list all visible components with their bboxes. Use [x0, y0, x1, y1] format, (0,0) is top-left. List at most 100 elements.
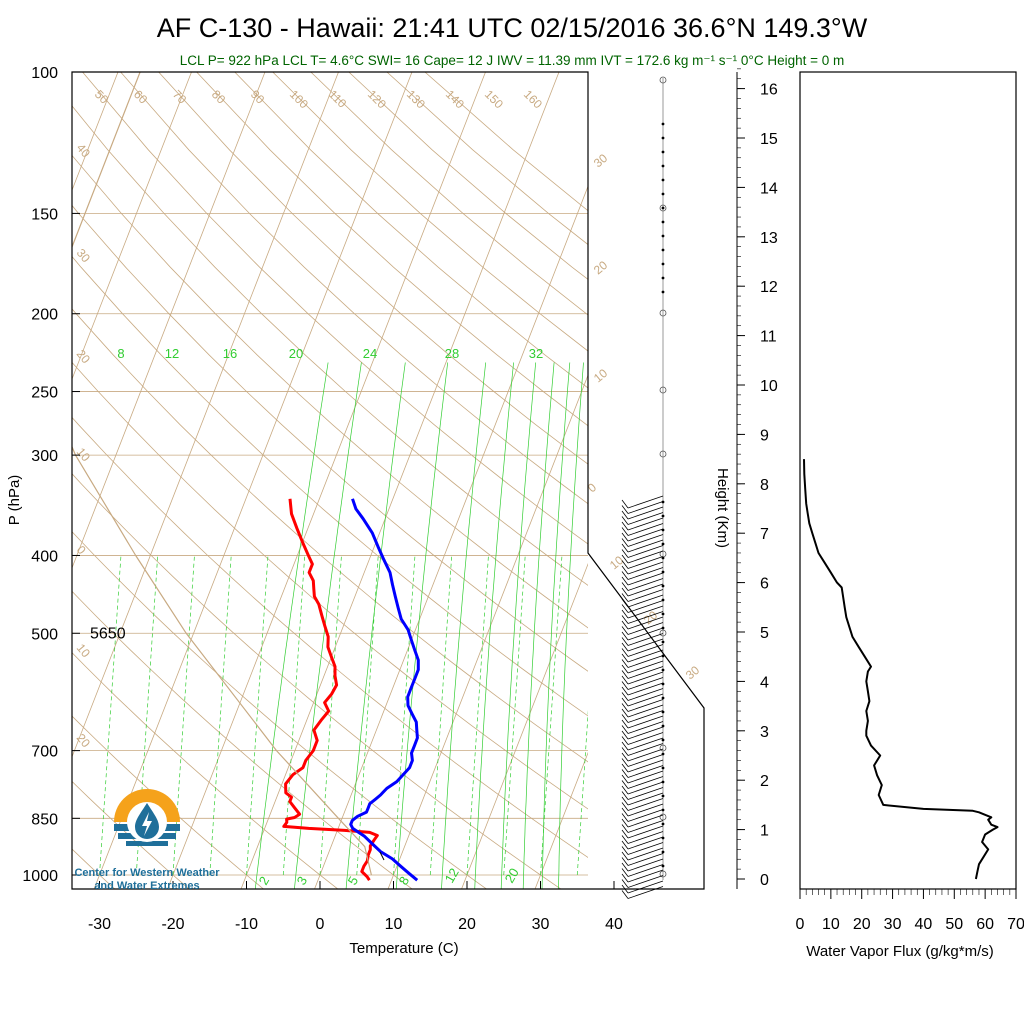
wind-barb-flag: [621, 659, 629, 668]
wind-level-dot: [661, 808, 665, 812]
wind-barb-flag: [621, 697, 629, 707]
wind-barb: [627, 561, 664, 575]
wind-barb: [627, 858, 664, 872]
mixing-ratio-line: [395, 362, 449, 889]
moist-adiabat-line: [356, 555, 379, 876]
temperature-profile: [282, 498, 379, 882]
dry-adiabat-line: [72, 780, 190, 889]
water-vapor-flux-line: [803, 459, 999, 880]
wind-barb-flag: [621, 505, 629, 514]
isotherm-line: [534, 751, 588, 889]
wind-barb: [627, 880, 664, 894]
mixing-ratio-line: [500, 362, 537, 889]
wind-barb-flag: [621, 631, 629, 641]
wind-barb-flag: [621, 890, 629, 899]
parcel-profile: [72, 72, 372, 876]
wind-level-dot: [661, 794, 665, 798]
cw3e-logo: Center for Western Weather and Water Ext…: [74, 789, 220, 892]
wind-level-dot: [661, 822, 665, 826]
wind-barb: [627, 847, 664, 861]
wind-barb: [627, 869, 664, 883]
dewpoint-profile: [349, 498, 420, 882]
wind-barb: [627, 803, 664, 817]
dry-adiabat-line: [72, 204, 588, 672]
wind-barb: [627, 517, 664, 531]
wind-barb-flag: [621, 576, 629, 586]
dry-adiabat-line: [386, 72, 588, 246]
wind-barb: [627, 886, 664, 899]
moist-adiabat-line: [393, 555, 416, 876]
dry-adiabat-line: [272, 72, 588, 352]
wind-barb: [627, 814, 664, 828]
moist-adiabat-line: [209, 555, 232, 876]
wind-barb-flag: [621, 769, 629, 778]
moist-adiabat-line: [540, 555, 563, 876]
wind-barb: [627, 655, 664, 668]
wind-barb-flag: [621, 802, 629, 811]
wind-barb: [627, 501, 664, 514]
wind-level-dot: [661, 570, 665, 574]
wind-level-dot: [661, 654, 665, 658]
flux-tick-label: 40: [915, 916, 933, 933]
skew-t-border: [71, 71, 705, 890]
wind-barb-flag: [621, 780, 629, 789]
wind-level-circle: [659, 76, 667, 84]
wind-barb-flag: [621, 851, 629, 861]
wind-barb: [627, 556, 664, 569]
wind-barb-flag: [621, 637, 629, 646]
height-tick-label: 2: [760, 773, 769, 790]
wind-level-dot: [661, 696, 665, 700]
wind-barb: [627, 765, 664, 778]
wind-level-dot: [661, 556, 665, 560]
wind-barb: [627, 671, 664, 685]
wind-barb-flag: [621, 604, 629, 613]
flux-panel-border: [799, 71, 1017, 890]
wind-barb: [627, 578, 664, 591]
wind-barb-flag: [621, 785, 629, 795]
pressure-tick-label: 850: [31, 811, 58, 828]
wind-barb: [627, 523, 664, 536]
dry-adiabat-lines: [72, 72, 588, 889]
height-tick-label: 5: [760, 625, 769, 642]
pressure-tick-label: 500: [31, 626, 58, 643]
wind-barb: [627, 682, 664, 696]
dry-adiabat-line: [234, 72, 588, 389]
wind-level-dot: [661, 122, 665, 126]
moist-adiabat-line: [135, 555, 159, 876]
wind-barb-flag: [621, 510, 629, 520]
wind-barb: [627, 649, 664, 663]
dry-adiabat-line: [120, 72, 588, 505]
wind-level-circle: [659, 870, 667, 878]
isotherm-line: [167, 72, 486, 889]
wind-barb: [627, 770, 664, 784]
wind-barb-flag: [621, 835, 629, 844]
temperature-tick-label: 30: [532, 916, 550, 933]
wind-barb-flag: [621, 609, 629, 619]
wind-level-circle: [659, 450, 667, 458]
mixing-ratio-label-top: 28: [445, 346, 459, 361]
wind-barb-flag: [621, 736, 629, 745]
mixing-ratio-lines: [254, 362, 584, 889]
moist-adiabat-lines: [99, 555, 588, 876]
height-tick-label: 11: [760, 329, 777, 346]
wind-barb: [627, 748, 664, 762]
wind-barb: [627, 875, 664, 888]
pressure-tick-label: 100: [31, 65, 58, 82]
dry-adiabat-line: [72, 473, 562, 889]
skew-t-frame: [71, 71, 705, 890]
dry-adiabat-line: [348, 72, 588, 280]
wind-barb: [627, 605, 664, 619]
wind-level-dot: [661, 178, 665, 182]
wind-barb-flag: [621, 747, 629, 756]
mixing-ratio-label-top: 32: [529, 346, 543, 361]
wind-barb: [627, 616, 664, 630]
height-tick-label: 8: [760, 477, 769, 494]
dry-adiabat-label: 50: [92, 87, 112, 107]
wind-level-dot: [661, 248, 665, 252]
isotherm-lines: [72, 72, 588, 889]
moist-adiabat-line: [466, 555, 489, 876]
height-tick-label: 0: [760, 872, 769, 889]
dry-adiabat-label: 80: [209, 87, 229, 107]
wind-level-dot: [661, 612, 665, 616]
height-tick-label: 12: [760, 279, 778, 296]
